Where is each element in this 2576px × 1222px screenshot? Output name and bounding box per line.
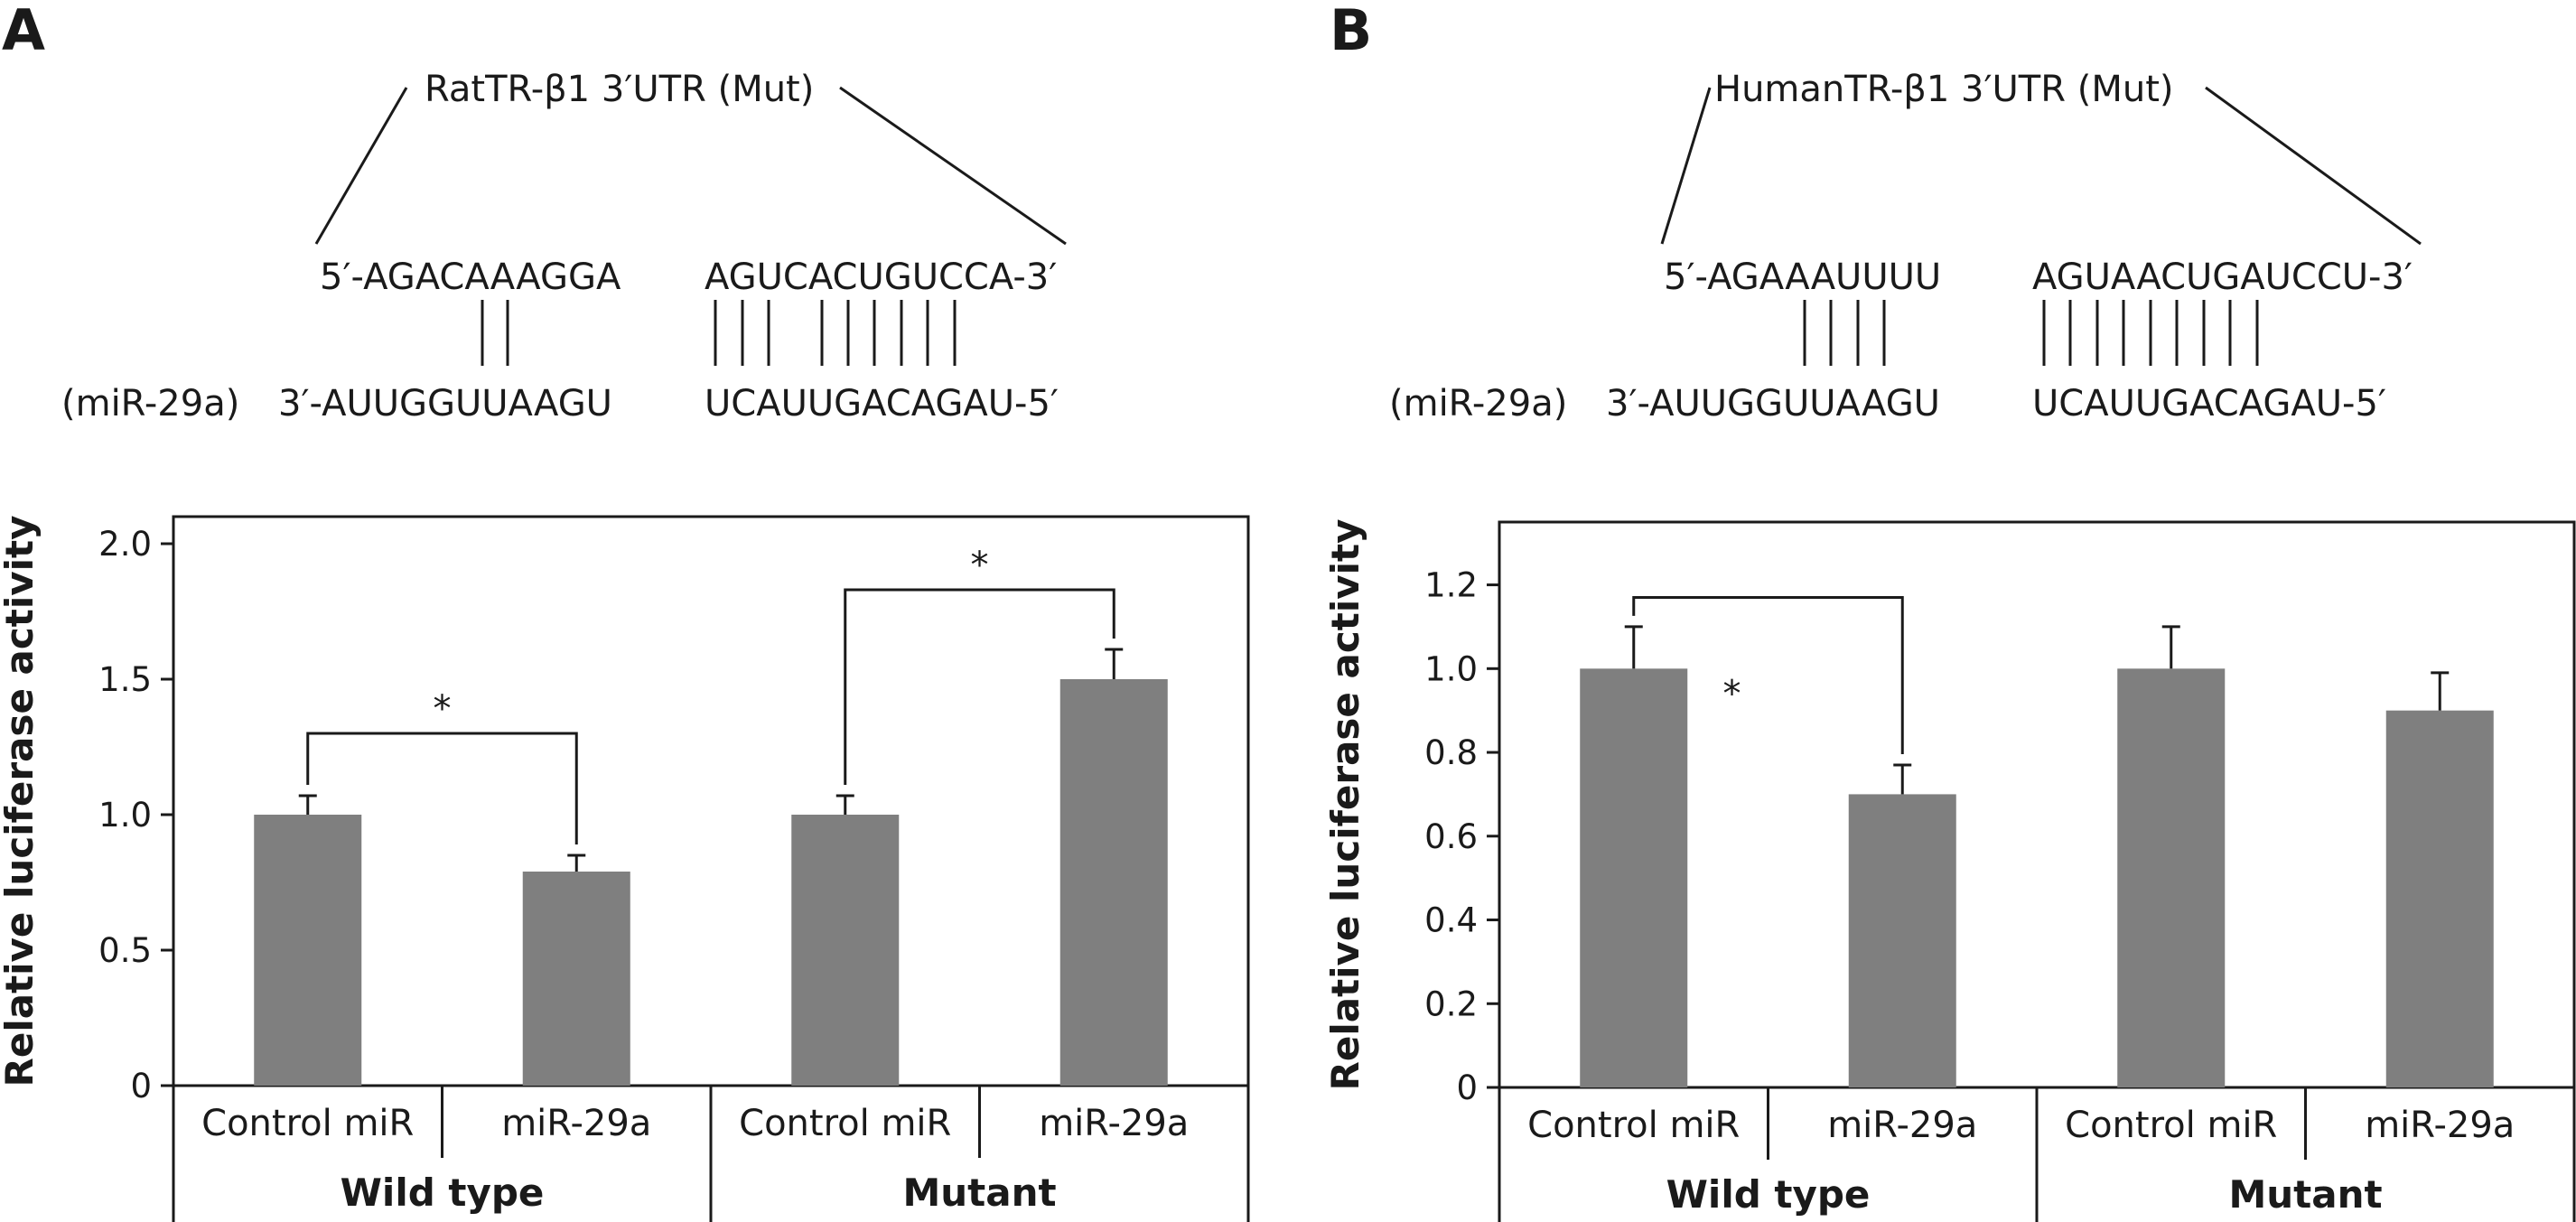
panel-b-mirna-left: 3′-AUUGGUUAAGU xyxy=(1606,383,1940,424)
panel-a-mirna-right: UCAUUGACAGAU-5′ xyxy=(705,383,1059,424)
panel-a-callout-left xyxy=(314,87,408,245)
panel-a-mirna-name: (miR-29a) xyxy=(61,383,239,424)
panel-a-target-right: AGUCACUGUCCA-3′ xyxy=(705,257,1057,298)
chart-b-y-tick-label: 1.0 xyxy=(1424,649,1478,688)
chart-a-y-tick-label: 0 xyxy=(130,1067,152,1105)
chart-a-bar xyxy=(254,815,362,1086)
chart-a-significance-bracket xyxy=(844,588,1115,785)
panel-a-construct-title: RatTR-β1 3′UTR (Mut) xyxy=(425,69,814,110)
chart-b-category-label: Control miR xyxy=(2065,1105,2277,1146)
panel-a-mirna-left: 3′-AUUGGUUAAGU xyxy=(278,383,612,424)
chart-b-y-tick-label: 0.8 xyxy=(1424,733,1478,772)
chart-a-group-label: Mutant xyxy=(902,1171,1056,1215)
panel-a-sequence-diagram: RatTR-β1 3′UTR (Mut) 5′-AGACAAAGGA AGUCA… xyxy=(61,69,1067,424)
chart-a-category-label: Control miR xyxy=(739,1103,951,1144)
chart-a-significance-bracket xyxy=(306,732,578,844)
chart-a-group-label: Wild type xyxy=(341,1171,545,1215)
chart-b-y-tick-label: 0 xyxy=(1456,1068,1478,1107)
chart-a-bar xyxy=(1059,679,1168,1086)
chart-a-y-axis-label: Relative luciferase activity xyxy=(0,516,42,1087)
panel-a-target-left: 5′-AGACAAAGGA xyxy=(320,257,621,298)
panel-a-pairing-lines xyxy=(481,300,957,366)
chart-b-bar xyxy=(2117,668,2226,1087)
chart-b-group-label: Mutant xyxy=(2228,1172,2382,1217)
chart-b-y-tick-label: 0.6 xyxy=(1424,817,1478,856)
chart-b-category-label: Control miR xyxy=(1527,1105,1740,1146)
chart-b-significance-star: * xyxy=(1723,673,1741,714)
chart-b-bar xyxy=(1848,794,1956,1087)
panel-b-pairing-lines xyxy=(1803,300,2259,366)
chart-a-category-label: miR-29a xyxy=(501,1103,651,1144)
chart-b-category-label: miR-29a xyxy=(1827,1105,1977,1146)
chart-a-category-label: miR-29a xyxy=(1039,1103,1189,1144)
panel-b-target-right: AGUAACUGAUCCU-3′ xyxy=(2032,257,2413,298)
panel-b-target-left: 5′-AGAAAUUUU xyxy=(1664,257,1941,298)
panel-b-letter: B xyxy=(1330,0,1372,63)
chart-a-significance-star: * xyxy=(971,545,989,586)
chart-b-y-axis-label: Relative luciferase activity xyxy=(1323,519,1367,1091)
chart-b-y-tick-label: 1.2 xyxy=(1424,566,1478,605)
chart-a-significance-star: * xyxy=(434,688,452,730)
chart-b-significance-bracket xyxy=(1632,595,1904,754)
panel-b-mirna-right: UCAUUGACAGAU-5′ xyxy=(2032,383,2386,424)
chart-a-y-tick-label: 0.5 xyxy=(98,931,152,970)
panel-b-sequence-diagram: HumanTR-β1 3′UTR (Mut) 5′-AGAAAUUUU AGUA… xyxy=(1389,69,2422,424)
chart-b-group-label: Wild type xyxy=(1666,1172,1871,1217)
chart-a-y-tick-label: 2.0 xyxy=(98,525,152,564)
panel-b-callout-right xyxy=(2205,86,2422,246)
panel-a-letter: A xyxy=(2,0,45,63)
chart-panel-a: 0 0.5 1.0 1.5 2.0 Relative luciferase activit… xyxy=(0,515,1250,1222)
chart-a-y-tick-label: 1.0 xyxy=(98,796,152,835)
chart-a-bar xyxy=(791,815,900,1086)
panel-b-mirna-name: (miR-29a) xyxy=(1389,383,1567,424)
chart-b-bar xyxy=(2385,710,2494,1087)
chart-a-category-label: Control miR xyxy=(201,1103,414,1144)
chart-a-bar xyxy=(522,872,630,1086)
chart-b-y-tick-label: 0.2 xyxy=(1424,984,1478,1023)
chart-a-y-tick-label: 1.5 xyxy=(98,660,152,699)
chart-b-bar xyxy=(1580,668,1688,1087)
panel-b-callout-left xyxy=(1660,87,1712,245)
panel-b-construct-title: HumanTR-β1 3′UTR (Mut) xyxy=(1714,69,2174,110)
chart-b-y-tick-label: 0.4 xyxy=(1424,901,1478,940)
chart-panel-b: 0 0.2 0.4 0.6 0.8 1.0 1.2 Relative luciferase a… xyxy=(1323,519,2576,1222)
chart-b-category-label: miR-29a xyxy=(2365,1105,2515,1146)
panel-a-callout-right xyxy=(839,86,1067,246)
